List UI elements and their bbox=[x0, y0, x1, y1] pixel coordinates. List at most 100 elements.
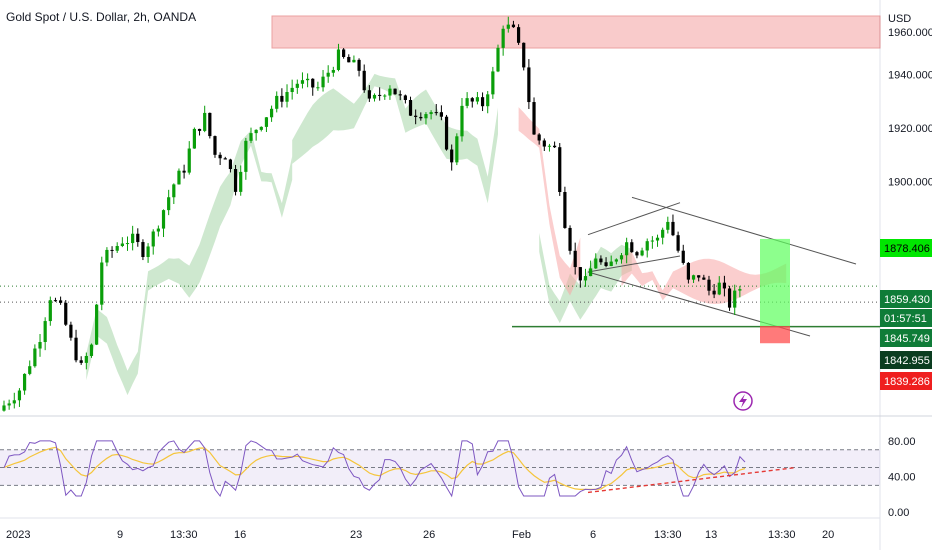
candle-body bbox=[141, 242, 145, 258]
candle-body bbox=[697, 275, 701, 278]
candle-body bbox=[316, 87, 320, 89]
price-tag: 1839.286 bbox=[880, 372, 932, 390]
candle-body bbox=[254, 129, 258, 134]
flag-upper bbox=[587, 202, 681, 236]
candle-body bbox=[712, 290, 716, 295]
candle-body bbox=[645, 241, 649, 251]
candle-body bbox=[393, 88, 397, 95]
candle-body bbox=[460, 105, 464, 137]
candle-body bbox=[609, 261, 613, 267]
price-tick-label: 1900.000 bbox=[888, 176, 932, 188]
candle-body bbox=[568, 227, 572, 251]
candle-body bbox=[306, 78, 310, 81]
channel-upper bbox=[631, 196, 857, 265]
candle-body bbox=[671, 221, 675, 236]
candle-body bbox=[239, 171, 243, 192]
candle-body bbox=[336, 49, 341, 70]
candle-body bbox=[470, 98, 474, 102]
candle-body bbox=[383, 95, 387, 97]
price-tick-label-partial: 1960.000 bbox=[888, 27, 932, 39]
candle-body bbox=[439, 112, 443, 117]
candle-body bbox=[89, 344, 94, 356]
price-tag: 1859.430 bbox=[880, 290, 932, 308]
price-tag-label: 1842.955 bbox=[884, 355, 930, 367]
candle-body bbox=[408, 99, 413, 116]
time-tick-label: 6 bbox=[590, 529, 596, 541]
candle-body bbox=[717, 282, 721, 295]
candle-body bbox=[326, 72, 330, 77]
candle-body bbox=[676, 235, 680, 251]
price-tag-bg bbox=[880, 290, 932, 308]
price-tag-label: 1839.286 bbox=[884, 376, 930, 388]
candle-body bbox=[661, 229, 665, 238]
time-tick-label: 13:30 bbox=[170, 529, 198, 541]
candle-body bbox=[280, 95, 284, 102]
time-tick-label: 13:30 bbox=[768, 529, 796, 541]
candle-body bbox=[161, 210, 166, 229]
candle-body bbox=[347, 56, 351, 63]
candle-body bbox=[17, 390, 22, 401]
resistance-zone bbox=[271, 15, 881, 49]
candle-body bbox=[522, 42, 526, 68]
rsi-ma-line bbox=[3, 446, 746, 490]
candle-body bbox=[197, 128, 202, 131]
candle-body bbox=[182, 170, 186, 173]
candle-body bbox=[532, 102, 536, 135]
candle-body bbox=[573, 250, 577, 268]
candle-body bbox=[480, 97, 485, 107]
candle-body bbox=[38, 341, 42, 349]
candle-body bbox=[516, 27, 521, 43]
candle-body bbox=[264, 117, 269, 127]
candle-body bbox=[542, 140, 546, 147]
candle-body bbox=[269, 108, 274, 118]
candle-body bbox=[362, 70, 366, 91]
price-tag-bg bbox=[880, 309, 932, 327]
drawings[interactable] bbox=[0, 15, 881, 344]
lightning-icon[interactable] bbox=[733, 391, 753, 411]
candle-body bbox=[43, 321, 47, 342]
time-tick-label: 23 bbox=[350, 529, 362, 541]
candle-body bbox=[95, 304, 99, 345]
candle-body bbox=[686, 262, 690, 280]
candle-body bbox=[707, 279, 711, 291]
candle-body bbox=[563, 191, 567, 228]
candle-body bbox=[192, 128, 196, 149]
candle-body bbox=[53, 300, 58, 302]
candle-body bbox=[367, 90, 371, 99]
candle-body bbox=[275, 95, 279, 109]
candle-body bbox=[578, 267, 582, 281]
candle-body bbox=[357, 59, 361, 71]
candle-body bbox=[295, 83, 299, 88]
candle-body bbox=[223, 158, 227, 160]
rsi-line bbox=[3, 440, 746, 498]
candle-body bbox=[69, 324, 73, 338]
candle-body bbox=[372, 94, 377, 99]
rsi-tick-label: 80.00 bbox=[888, 436, 916, 448]
candle-body bbox=[218, 154, 222, 159]
candle-body bbox=[22, 373, 27, 391]
candlesticks bbox=[2, 16, 742, 412]
candle-body bbox=[419, 116, 423, 119]
candle-body bbox=[208, 112, 212, 137]
candle-body bbox=[33, 348, 37, 367]
price-tick-label: 1920.000 bbox=[888, 123, 932, 135]
candle-body bbox=[105, 249, 109, 263]
time-tick-label: 20 bbox=[822, 529, 834, 541]
price-tag-bg bbox=[880, 329, 932, 347]
candle-body bbox=[625, 242, 629, 256]
candle-body bbox=[722, 282, 727, 289]
candle-body bbox=[434, 112, 438, 114]
candle-body bbox=[100, 262, 104, 305]
candle-body bbox=[79, 360, 83, 363]
candle-body bbox=[136, 233, 140, 243]
candle-body bbox=[187, 148, 191, 173]
candle-body bbox=[352, 59, 356, 63]
candle-body bbox=[311, 78, 315, 88]
candle-body bbox=[666, 221, 670, 230]
candle-body bbox=[2, 405, 6, 411]
candle-body bbox=[655, 237, 660, 241]
candle-body bbox=[203, 112, 207, 131]
candle-body bbox=[444, 116, 449, 150]
candle-body bbox=[388, 88, 392, 96]
